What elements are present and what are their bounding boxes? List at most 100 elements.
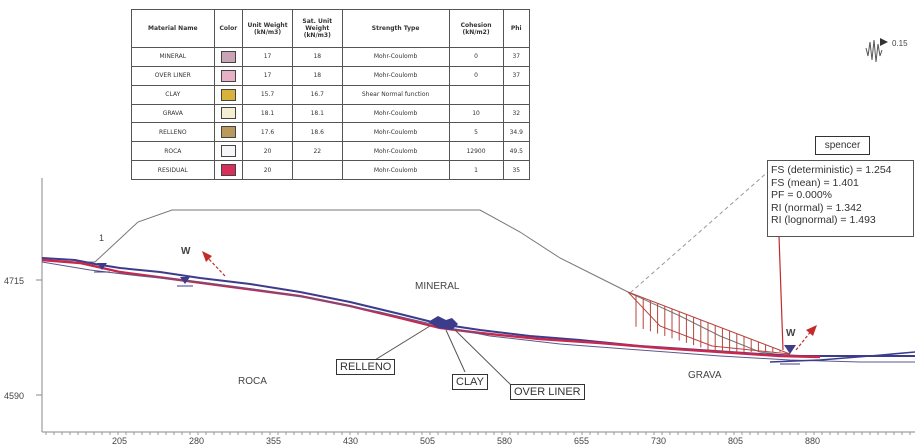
cell-unit-weight: 17 (242, 47, 293, 67)
table-row: CLAY 15.7 16.7 Shear Normal function (131, 84, 531, 105)
relleno-leader (369, 325, 431, 364)
liner-red-line (41, 258, 821, 359)
method-label: spencer (815, 136, 870, 155)
top-right-indicator-value: 0.15 (892, 39, 908, 48)
heap-surface-line (78, 209, 791, 357)
header-sat-unit-weight: Sat. Unit Weight (kN/m3) (291, 9, 343, 48)
table-row: RELLENO 17.6 18.6 Mohr-Coulomb 5 34.9 (131, 122, 531, 143)
table-header-row: Material Name Color Unit Weight (kN/m3) … (131, 9, 531, 48)
x-tick-marks (45, 432, 911, 435)
header-strength-type: Strength Type (341, 9, 450, 48)
x-tick-label: 205 (112, 436, 127, 445)
header-phi: Phi (502, 9, 531, 48)
cell-sat-unit-weight: 18 (291, 47, 343, 67)
liner-blue-line (41, 257, 915, 357)
material-color-swatch (220, 145, 236, 158)
material-color-swatch (220, 50, 236, 63)
header-unit-weight: Unit Weight (kN/m3) (242, 9, 293, 48)
header-cohesion: Cohesion (kN/m2) (448, 9, 504, 48)
result-fs-deterministic: FS (deterministic) = 1.254 (771, 164, 892, 176)
cell-sat-unit-weight (291, 160, 343, 180)
cell-unit-weight: 15.7 (242, 84, 293, 105)
cell-color (213, 47, 244, 67)
x-tick-label: 880 (805, 436, 820, 445)
slip-number-label: 1 (99, 233, 104, 243)
clay-leader (445, 329, 466, 373)
foundation-line (41, 261, 915, 363)
cell-strength-type: Mohr-Coulomb (341, 103, 450, 124)
material-color-swatch (220, 164, 236, 177)
cell-material-name: GRAVA (131, 103, 215, 124)
cell-color (213, 122, 244, 143)
cell-cohesion: 0 (448, 65, 504, 86)
x-tick-label: 430 (343, 436, 358, 445)
label-mineral: MINERAL (415, 281, 460, 292)
clay-lens (428, 316, 458, 330)
cell-unit-weight: 20 (242, 160, 293, 180)
cell-phi (502, 84, 531, 105)
table-row: ROCA 20 22 Mohr-Coulomb 12900 49.5 (131, 141, 531, 162)
water-table-marker-right (780, 345, 800, 365)
cell-cohesion: 0 (448, 47, 504, 67)
label-roca: ROCA (238, 376, 267, 387)
cell-material-name: MINERAL (131, 47, 215, 67)
cell-material-name: ROCA (131, 141, 215, 162)
x-tick-label: 355 (266, 436, 281, 445)
result-ri-normal: RI (normal) = 1.342 (771, 201, 862, 214)
failure-slices (627, 291, 791, 355)
cell-phi: 34.9 (502, 122, 531, 143)
result-ri-lognormal: RI (lognormal) = 1.493 (771, 214, 876, 227)
cell-color (213, 160, 244, 180)
grava-line (769, 351, 915, 363)
cell-unit-weight: 17.6 (242, 122, 293, 143)
cell-phi: 49.5 (502, 141, 531, 162)
cell-strength-type: Shear Normal function (341, 84, 450, 105)
cell-color (213, 141, 244, 162)
callout-over-liner: OVER LINER (510, 384, 585, 400)
water-table-marker-left (94, 263, 110, 273)
cell-strength-type: Mohr-Coulomb (341, 122, 450, 143)
x-tick-label: 805 (728, 436, 743, 445)
cell-cohesion: 5 (448, 122, 504, 143)
cell-cohesion (448, 84, 504, 105)
table-row: MINERAL 17 18 Mohr-Coulomb 0 37 (131, 47, 531, 67)
x-tick-label: 580 (497, 436, 512, 445)
header-color: Color (213, 9, 244, 48)
cell-cohesion: 12900 (448, 141, 504, 162)
slip-center-line (778, 235, 784, 351)
safety-factor-results: FS (deterministic) = 1.254 FS (mean) = 1… (767, 160, 914, 237)
water-label-left: W (181, 246, 191, 257)
cell-cohesion: 10 (448, 103, 504, 124)
callout-clay: CLAY (452, 374, 488, 390)
play-indicator-icon (880, 38, 888, 46)
material-color-swatch (220, 107, 236, 120)
over-liner-leader (454, 329, 515, 389)
cell-sat-unit-weight: 16.7 (291, 84, 343, 105)
cell-sat-unit-weight: 18 (291, 65, 343, 86)
cell-phi: 37 (502, 65, 531, 86)
cell-material-name: OVER LINER (131, 65, 215, 86)
x-tick-label: 730 (651, 436, 666, 445)
cell-color (213, 84, 244, 105)
material-table-body: MINERAL 17 18 Mohr-Coulomb 0 37 OVER LINER 17 18… (131, 47, 531, 180)
elevation-label-upper: 4715 (4, 276, 24, 286)
flow-arrow-right (795, 325, 817, 351)
cell-color (213, 103, 244, 124)
water-table-marker-mid (177, 277, 193, 287)
cell-material-name: RESIDUAL (131, 160, 215, 180)
cell-unit-weight: 17 (242, 65, 293, 86)
table-row: OVER LINER 17 18 Mohr-Coulomb 0 37 (131, 65, 531, 86)
flow-arrow-left (202, 251, 226, 277)
callout-relleno: RELLENO (336, 359, 396, 375)
cell-sat-unit-weight: 18.6 (291, 122, 343, 143)
cell-color (213, 65, 244, 86)
elevation-label-lower: 4590 (4, 391, 24, 401)
cell-sat-unit-weight: 18.1 (291, 103, 343, 124)
cell-phi: 37 (502, 47, 531, 67)
cell-strength-type: Mohr-Coulomb (341, 160, 450, 180)
material-color-swatch (220, 126, 236, 139)
cell-unit-weight: 20 (242, 141, 293, 162)
cell-unit-weight: 18.1 (242, 103, 293, 124)
x-tick-label: 505 (420, 436, 435, 445)
